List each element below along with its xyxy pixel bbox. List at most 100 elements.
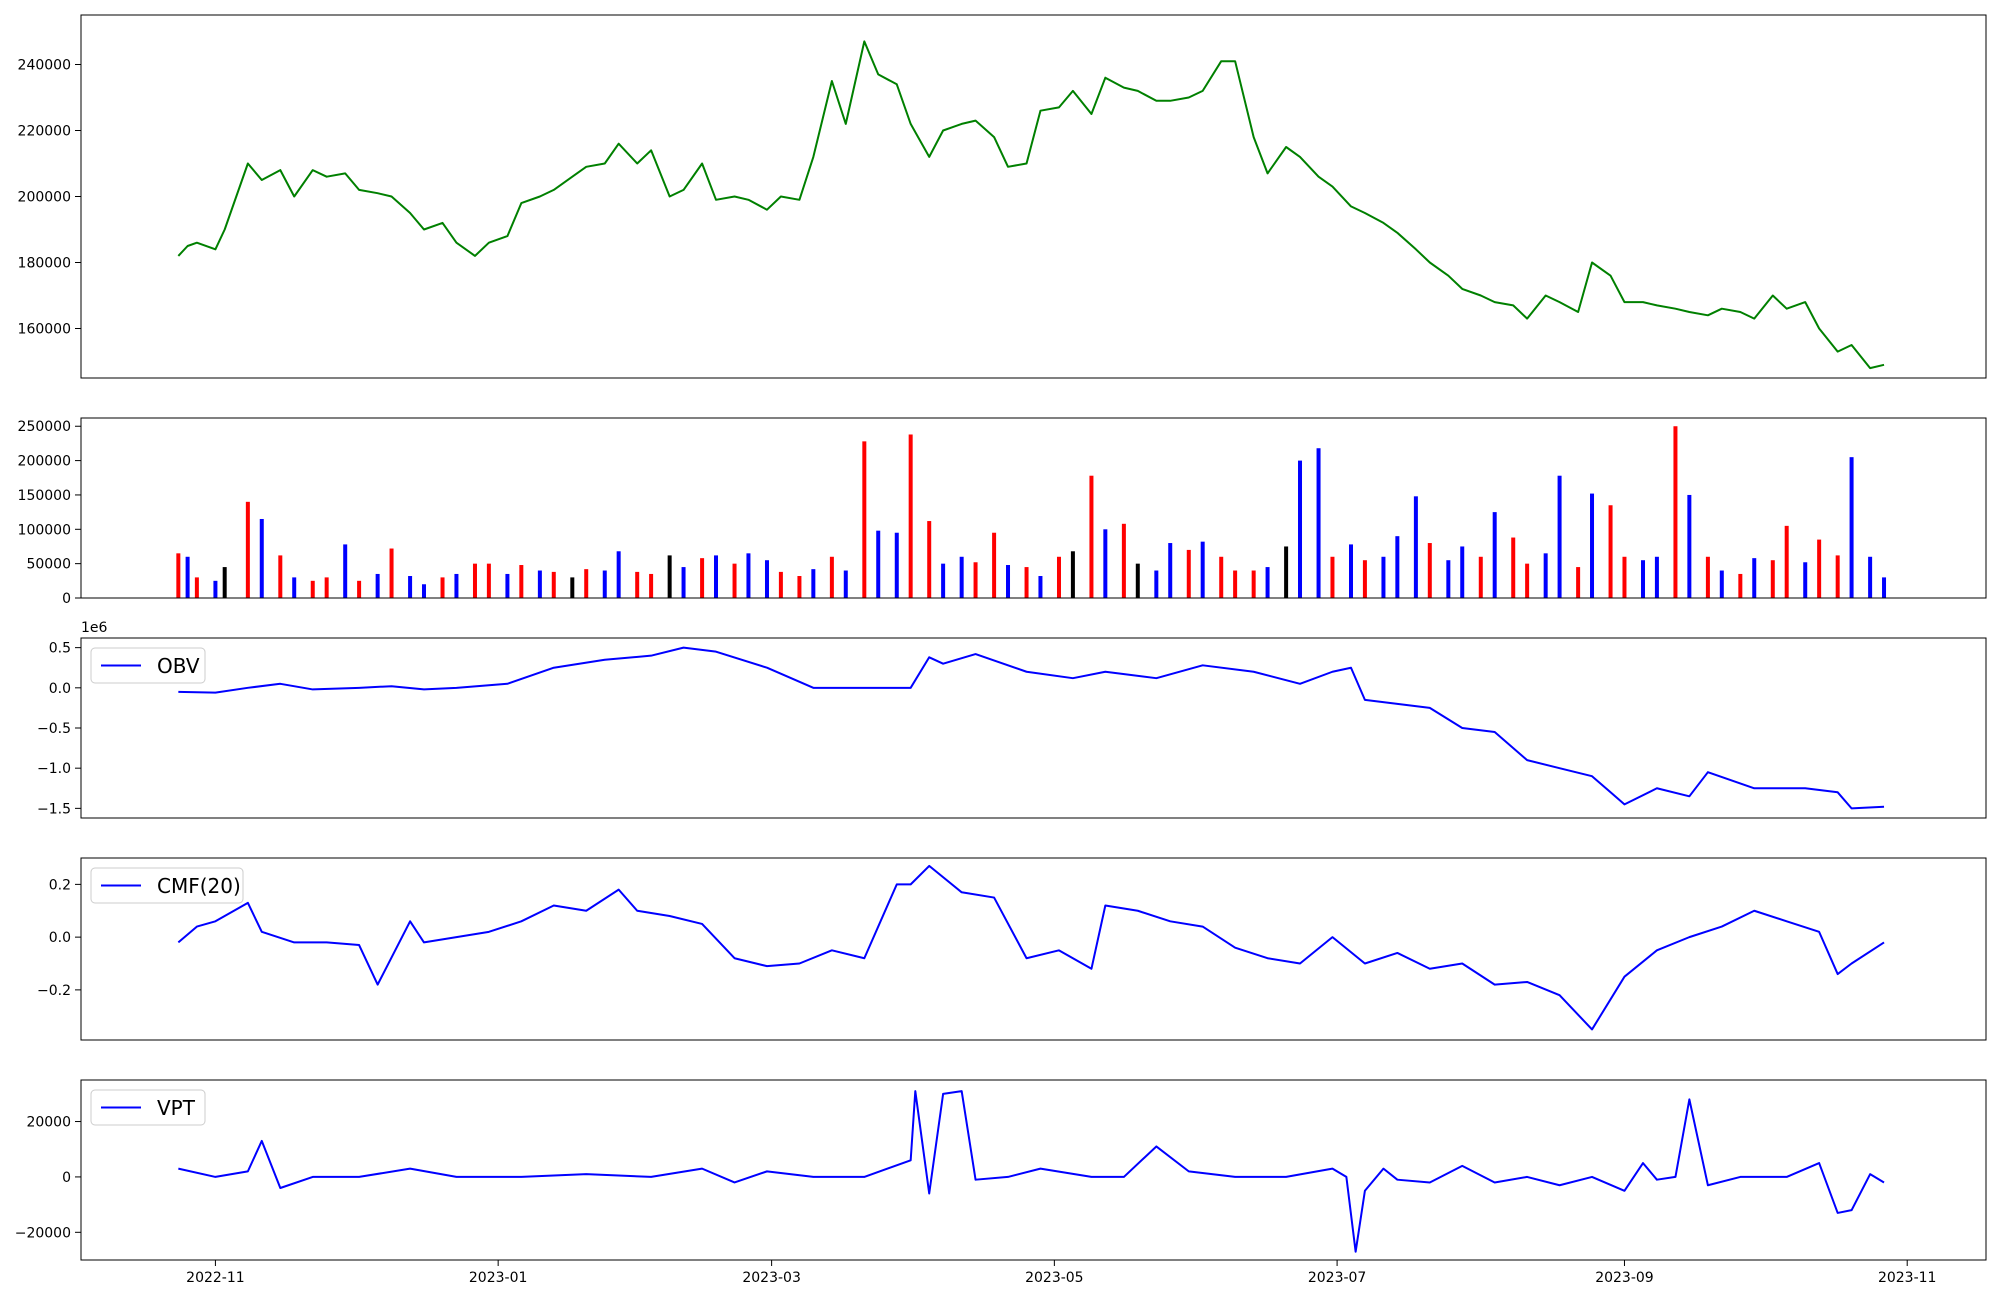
volume-bar bbox=[213, 580, 218, 598]
volume-bar bbox=[1590, 493, 1595, 598]
x-tick-label: 2023-01 bbox=[469, 1270, 528, 1286]
volume-bar bbox=[1038, 576, 1043, 598]
volume-bar bbox=[746, 553, 751, 598]
x-tick-label: 2023-03 bbox=[742, 1270, 801, 1286]
volume-bar bbox=[1024, 567, 1029, 598]
volume-bar bbox=[1460, 546, 1465, 598]
y-tick-label: 0.5 bbox=[49, 641, 71, 657]
volume-bar bbox=[778, 571, 783, 598]
volume-bar bbox=[908, 434, 913, 598]
panel-5: 20000 0 −20000 VPT bbox=[15, 1079, 1987, 1261]
volume-bar bbox=[1330, 556, 1335, 598]
chart-panels: 1600001800002000002200002400000500001000… bbox=[15, 14, 1987, 1261]
y-tick-label: −0.2 bbox=[37, 983, 71, 999]
vpt-line bbox=[178, 1090, 1885, 1253]
axis-scale-label: 1e6 bbox=[81, 620, 108, 636]
volume-bar bbox=[714, 555, 718, 598]
panel-1: 160000 180000 200000 220000 240000 bbox=[18, 14, 1987, 379]
x-tick-label: 2023-05 bbox=[1025, 1270, 1084, 1286]
volume-bar bbox=[1135, 563, 1140, 598]
volume-bar bbox=[959, 556, 964, 598]
volume-bar bbox=[927, 521, 932, 598]
volume-bar bbox=[1381, 556, 1386, 598]
volume-bar bbox=[829, 556, 834, 598]
y-tick-label: −1.5 bbox=[37, 801, 71, 817]
volume-bar bbox=[1687, 494, 1692, 598]
volume-bar bbox=[649, 573, 654, 598]
volume-bar bbox=[1673, 426, 1678, 598]
volume-bar bbox=[1608, 505, 1613, 598]
price-line bbox=[177, 40, 1885, 370]
volume-bar bbox=[1719, 570, 1724, 598]
volume-bar bbox=[1186, 549, 1191, 598]
volume-bar bbox=[667, 555, 672, 598]
volume-bar bbox=[1362, 560, 1367, 598]
legend-label: CMF(20) bbox=[157, 874, 241, 898]
legend-label: OBV bbox=[157, 654, 200, 678]
volume-bar bbox=[616, 551, 621, 598]
volume-bar bbox=[1770, 560, 1775, 598]
legend-box bbox=[90, 1089, 206, 1126]
legend-box bbox=[90, 647, 206, 684]
volume-bar bbox=[876, 530, 881, 598]
volume-bar bbox=[764, 560, 769, 598]
panel-4: 0.2 0.0 −0.2 CMF(20) bbox=[37, 857, 1987, 1041]
legend-box bbox=[90, 867, 244, 904]
y-tick-label: 250000 bbox=[18, 419, 71, 435]
volume-bar bbox=[1803, 562, 1808, 598]
volume-bar bbox=[278, 555, 283, 598]
volume-bar bbox=[1154, 570, 1159, 598]
volume-bar bbox=[797, 576, 802, 598]
x-tick-label: 2023-09 bbox=[1595, 1270, 1654, 1286]
volume-bar bbox=[1882, 577, 1887, 598]
volume-bar bbox=[1543, 553, 1548, 598]
y-tick-label: 150000 bbox=[18, 488, 71, 504]
volume-bar bbox=[811, 569, 816, 598]
volume-bar bbox=[194, 577, 199, 598]
volume-bar bbox=[1752, 558, 1757, 598]
volume-bar bbox=[1298, 460, 1303, 598]
y-tick-label: 180000 bbox=[18, 256, 71, 272]
volume-bar bbox=[1557, 475, 1562, 598]
volume-bar bbox=[1265, 567, 1270, 598]
y-tick-label: −0.5 bbox=[37, 721, 71, 737]
axes-frame bbox=[80, 417, 1987, 599]
volume-bar bbox=[505, 573, 510, 598]
y-tick-label: 220000 bbox=[18, 124, 71, 140]
y-tick-label: 100000 bbox=[18, 522, 71, 538]
volume-bar bbox=[1835, 555, 1840, 598]
volume-bar bbox=[551, 571, 556, 598]
axes-frame bbox=[80, 1079, 1987, 1261]
volume-bar bbox=[1103, 529, 1108, 598]
y-tick-label: 200000 bbox=[18, 454, 71, 470]
volume-bar bbox=[408, 576, 413, 598]
panel-3: 0.5 0.0 −0.5 −1.0 −1.5 1e6 OBV bbox=[37, 620, 1987, 819]
x-tick-label: 2023-11 bbox=[1878, 1270, 1937, 1286]
x-tick-label: 2022-11 bbox=[186, 1270, 245, 1286]
volume-bar bbox=[1446, 560, 1451, 598]
x-tick-label: 2023-07 bbox=[1308, 1270, 1367, 1286]
volume-bar bbox=[1622, 556, 1627, 598]
volume-bar bbox=[635, 571, 640, 598]
volume-bar bbox=[185, 556, 190, 598]
volume-bar bbox=[732, 563, 737, 598]
volume-bar bbox=[1056, 556, 1061, 598]
volume-bar bbox=[602, 570, 607, 598]
panel-2: 0 50000 100000 150000 200000 250000 bbox=[18, 417, 1987, 607]
y-tick-label: 0.0 bbox=[49, 681, 71, 697]
volume-bar bbox=[454, 573, 459, 598]
volume-bar bbox=[537, 570, 542, 598]
volume-bar bbox=[1641, 560, 1646, 598]
volume-bar bbox=[310, 580, 315, 598]
volume-bar bbox=[1413, 496, 1418, 598]
volume-bar bbox=[700, 558, 705, 598]
volume-bar bbox=[486, 563, 491, 598]
volume-bar bbox=[570, 577, 575, 598]
volume-bar bbox=[324, 577, 329, 598]
volume-bar bbox=[1576, 567, 1581, 598]
y-tick-label: 200000 bbox=[18, 190, 71, 206]
volume-bar bbox=[245, 501, 250, 598]
volume-bar bbox=[1070, 551, 1075, 598]
volume-bar bbox=[992, 532, 997, 598]
